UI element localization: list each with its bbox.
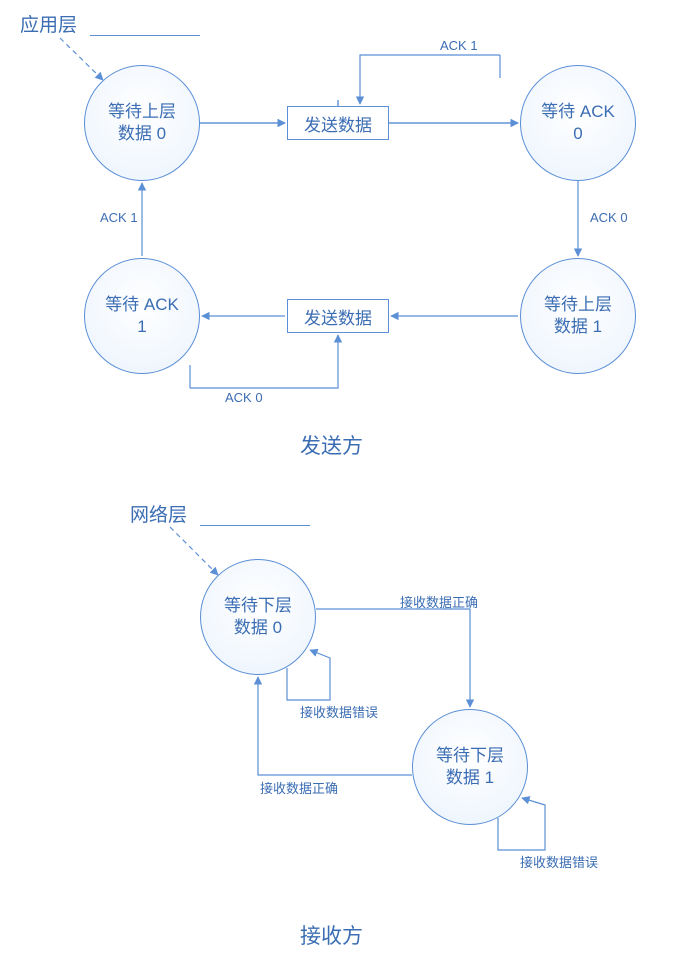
label-recv-ok-bottom: 接收数据正确 [260, 778, 338, 797]
label-ack1-top: ACK 1 [440, 38, 478, 53]
label-ack1-left: ACK 1 [100, 210, 138, 225]
node-wait-ack-0: 等待 ACK 0 [520, 65, 636, 181]
node-line2: 数据 1 [446, 767, 494, 789]
node-wait-upper-1: 等待上层 数据 1 [520, 258, 636, 374]
node-line2: 1 [137, 316, 146, 338]
node-wait-ack-1: 等待 ACK 1 [84, 258, 200, 374]
label-recv-ok-top: 接收数据正确 [400, 592, 478, 611]
node-line1: 等待下层 [436, 745, 504, 767]
node-line2: 数据 0 [234, 617, 282, 639]
node-line1: 等待上层 [108, 101, 176, 123]
label-recv-err-1: 接收数据错误 [520, 852, 598, 871]
receiver-outer-label: 网络层 [130, 500, 187, 527]
node-line2: 0 [573, 123, 582, 145]
label-recv-err-0: 接收数据错误 [300, 702, 378, 721]
node-line2: 数据 1 [554, 316, 602, 338]
node-line1: 等待上层 [544, 294, 612, 316]
node-line1: 等待 ACK [541, 101, 615, 123]
sender-title: 发送方 [300, 430, 363, 460]
node-wait-lower-0: 等待下层 数据 0 [200, 559, 316, 675]
receiver-title: 接收方 [300, 920, 363, 950]
node-wait-lower-1: 等待下层 数据 1 [412, 709, 528, 825]
sender-outer-underline [90, 35, 200, 36]
rect-label: 发送数据 [304, 111, 372, 136]
label-ack0-bottom: ACK 0 [225, 390, 263, 405]
sender-outer-label: 应用层 [20, 10, 77, 37]
receiver-outer-underline [200, 525, 310, 526]
diagram-container: 应用层 [0, 0, 683, 960]
node-line1: 等待下层 [224, 595, 292, 617]
rect-label: 发送数据 [304, 304, 372, 329]
node-line1: 等待 ACK [105, 294, 179, 316]
rect-send-0: 发送数据 [287, 106, 389, 140]
node-line2: 数据 0 [118, 123, 166, 145]
rect-send-1: 发送数据 [287, 299, 389, 333]
node-wait-upper-0: 等待上层 数据 0 [84, 65, 200, 181]
label-ack0-right: ACK 0 [590, 210, 628, 225]
